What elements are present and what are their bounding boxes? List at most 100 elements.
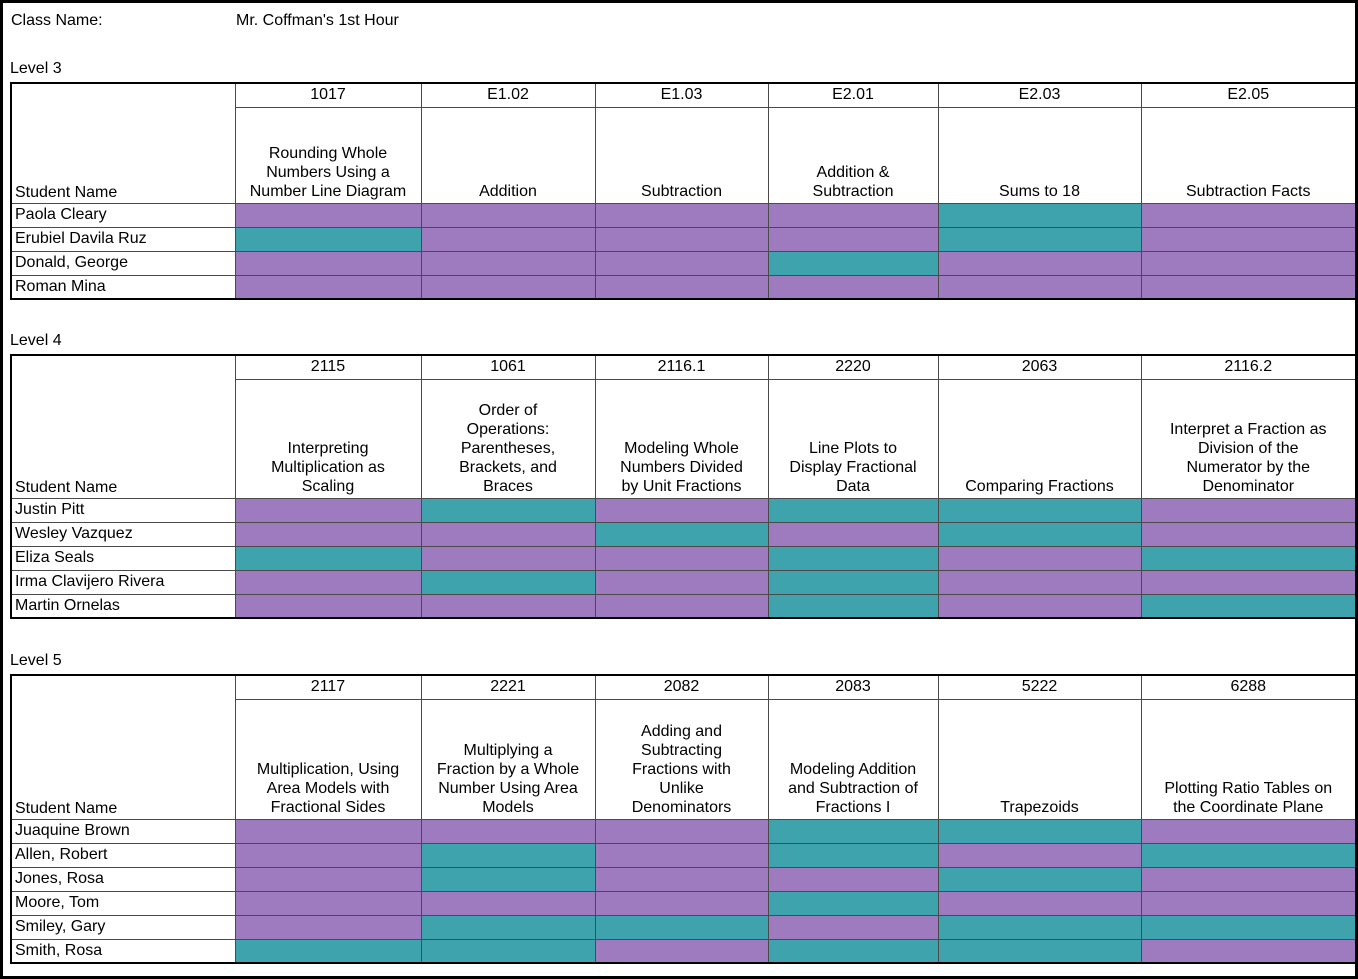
student-name: Donald, George [10, 250, 236, 276]
student-row: Smiley, Gary [10, 914, 1355, 940]
skill-status-cell-teal [234, 226, 422, 252]
skill-status-cell-purple [594, 202, 769, 228]
skill-code: 1017 [234, 82, 422, 108]
skill-code: 5222 [937, 674, 1142, 700]
skill-status-cell-teal [767, 545, 939, 571]
level-label: Level 3 [10, 60, 62, 77]
student-name: Roman Mina [10, 274, 236, 300]
skill-title-row: Rounding Whole Numbers Using a Number Li… [11, 106, 1355, 204]
student-name: Smith, Rosa [10, 938, 236, 964]
skill-status-cell-teal [937, 521, 1142, 547]
skill-status-cell-teal [937, 866, 1142, 892]
skill-status-cell-purple [937, 569, 1142, 595]
skill-status-cell-purple [594, 938, 769, 964]
student-row: Wesley Vazquez [10, 521, 1355, 547]
skill-code: E2.01 [767, 82, 939, 108]
skill-code: 2083 [767, 674, 939, 700]
skill-status-cell-purple [594, 274, 769, 300]
level-section: Level 5 Student Name 2117 2221 2082 2083 522… [10, 652, 1355, 964]
skill-status-cell-teal [767, 938, 939, 964]
skill-status-cell-purple [594, 818, 769, 844]
skill-status-cell-purple [234, 842, 422, 868]
skill-title: Modeling Whole Numbers Divided by Unit F… [594, 378, 769, 499]
skill-status-cell-purple [234, 274, 422, 300]
student-name: Jones, Rosa [10, 866, 236, 892]
level-section: Level 3 Student Name 1017 E1.02 E1.03 E2.01… [10, 60, 1355, 300]
skill-code: 2115 [234, 354, 422, 380]
skill-table: Student Name 1017 E1.02 E1.03 E2.01 E2.03 E2.… [10, 82, 1355, 300]
level-section: Level 4 Student Name 2115 1061 2116.1 2220 2… [10, 332, 1355, 619]
skill-code-row: Student Name 1017 E1.02 E1.03 E2.01 E2.03 E2.… [10, 82, 1355, 204]
skill-status-cell-teal [420, 938, 596, 964]
skill-code-row: Student Name 2115 1061 2116.1 2220 2063 2116.… [10, 354, 1355, 499]
skill-title: Addition & Subtraction [767, 106, 939, 204]
student-name: Smiley, Gary [10, 914, 236, 940]
skill-status-cell-purple [594, 569, 769, 595]
skill-status-cell-teal [420, 842, 596, 868]
student-name: Moore, Tom [10, 890, 236, 916]
skill-status-cell-purple [767, 226, 939, 252]
skill-status-cell-teal [594, 914, 769, 940]
skill-status-cell-purple [420, 593, 596, 619]
student-row: Jones, Rosa [10, 866, 1355, 892]
skill-status-cell-teal [767, 818, 939, 844]
skill-status-cell-purple [594, 250, 769, 276]
skill-status-cell-teal [1140, 593, 1355, 619]
student-row: Justin Pitt [10, 497, 1355, 523]
skill-title: Trapezoids [937, 698, 1142, 820]
skill-status-cell-purple [594, 842, 769, 868]
skill-status-cell-purple [234, 914, 422, 940]
skill-code: E2.05 [1140, 82, 1355, 108]
student-row: Irma Clavijero Rivera [10, 569, 1355, 595]
skill-status-cell-purple [594, 593, 769, 619]
skill-title: Subtraction [594, 106, 769, 204]
skill-status-cell-teal [767, 497, 939, 523]
skill-title: Adding and Subtracting Fractions with Un… [594, 698, 769, 820]
skill-status-cell-teal [937, 914, 1142, 940]
skill-status-cell-purple [234, 569, 422, 595]
skill-status-cell-teal [420, 569, 596, 595]
skill-status-cell-purple [594, 226, 769, 252]
student-name-header: Student Name [10, 674, 236, 820]
skill-status-cell-purple [767, 202, 939, 228]
student-name: Paola Cleary [10, 202, 236, 228]
skill-title: Modeling Addition and Subtraction of Fra… [767, 698, 939, 820]
skill-status-cell-purple [937, 842, 1142, 868]
skill-status-cell-purple [420, 274, 596, 300]
skill-title: Interpreting Multiplication as Scaling [234, 378, 422, 499]
skill-table: Student Name 2115 1061 2116.1 2220 2063 2116.… [10, 354, 1355, 619]
skill-status-cell-purple [234, 818, 422, 844]
skill-status-cell-purple [420, 818, 596, 844]
skill-status-cell-purple [420, 890, 596, 916]
skill-title: Interpret a Fraction as Division of the … [1140, 378, 1355, 499]
skill-status-cell-purple [420, 250, 596, 276]
skill-status-cell-teal [937, 818, 1142, 844]
skill-status-cell-teal [767, 593, 939, 619]
skill-status-cell-purple [234, 250, 422, 276]
skill-status-cell-purple [420, 202, 596, 228]
skill-status-cell-teal [937, 202, 1142, 228]
skill-status-cell-teal [234, 938, 422, 964]
student-name: Wesley Vazquez [10, 521, 236, 547]
skill-code: 2221 [420, 674, 596, 700]
skill-code: 1061 [420, 354, 596, 380]
student-name: Justin Pitt [10, 497, 236, 523]
skill-status-cell-purple [937, 250, 1142, 276]
student-row: Martin Ornelas [10, 593, 1355, 619]
student-row: Eliza Seals [10, 545, 1355, 571]
skill-status-cell-teal [420, 497, 596, 523]
skill-status-cell-teal [767, 569, 939, 595]
skill-status-cell-teal [420, 914, 596, 940]
skill-status-cell-teal [767, 250, 939, 276]
skill-status-cell-purple [1140, 890, 1355, 916]
skill-status-cell-purple [767, 866, 939, 892]
skill-status-cell-teal [937, 497, 1142, 523]
skill-status-cell-purple [234, 890, 422, 916]
skill-title-row: Interpreting Multiplication as Scaling Or… [11, 378, 1355, 499]
skill-title: Plotting Ratio Tables on the Coordinate … [1140, 698, 1355, 820]
skill-status-cell-purple [1140, 569, 1355, 595]
skill-title: Multiplying a Fraction by a Whole Number… [420, 698, 596, 820]
skill-status-cell-purple [767, 274, 939, 300]
student-name: Allen, Robert [10, 842, 236, 868]
skill-code: E1.03 [594, 82, 769, 108]
